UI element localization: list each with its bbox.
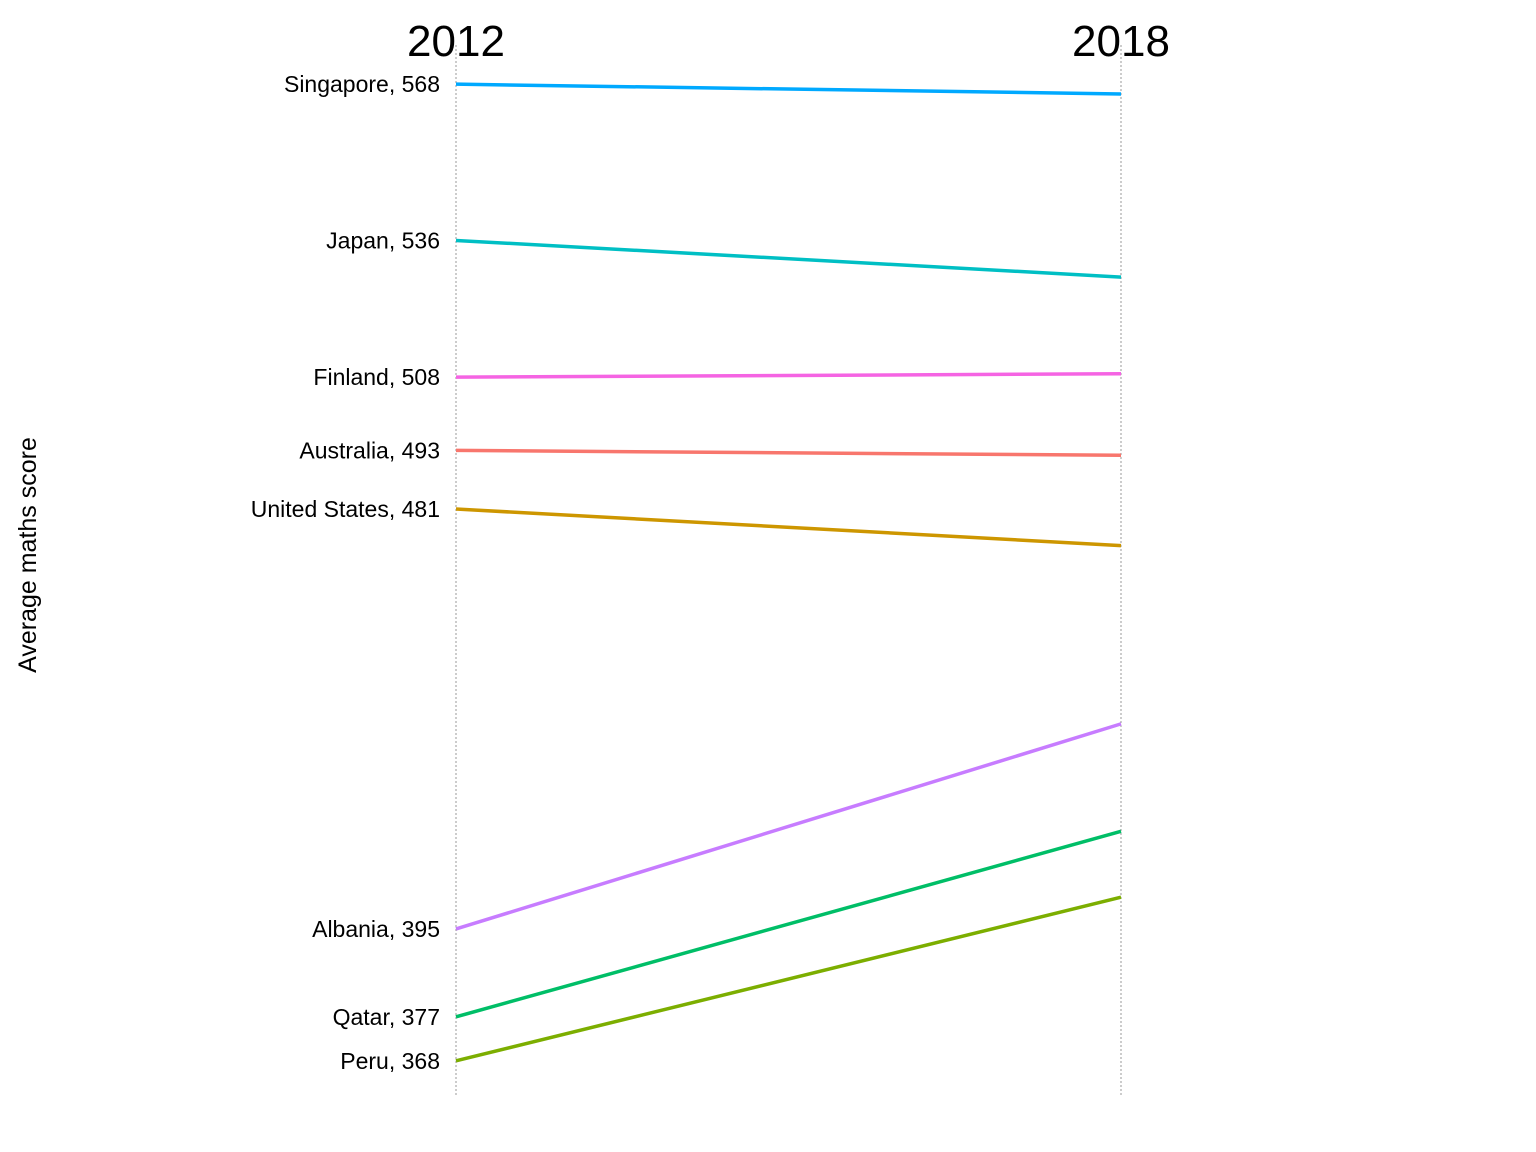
year-labels: 2012 2018 [407, 17, 1170, 66]
series-line-qatar [455, 829, 1122, 1019]
year-label-2012: 2012 [407, 17, 505, 66]
country-label-united-states: United States, 481 [251, 496, 440, 522]
series-line-japan [455, 238, 1122, 279]
country-label-singapore: Singapore, 568 [284, 71, 440, 97]
series-line-united-states [455, 507, 1122, 548]
series-line-peru [455, 895, 1122, 1063]
y-axis-label: Average maths score [14, 437, 42, 673]
country-label-finland: Finland, 508 [313, 364, 440, 390]
country-label-qatar: Qatar, 377 [333, 1004, 440, 1030]
year-label-2018: 2018 [1072, 17, 1170, 66]
country-label-japan: Japan, 536 [326, 227, 440, 253]
country-label-peru: Peru, 368 [340, 1048, 440, 1074]
series-line-singapore [455, 82, 1122, 96]
series-line-australia [455, 448, 1122, 458]
series-line-finland [455, 372, 1122, 379]
series-line-albania [455, 722, 1122, 931]
country-label-albania: Albania, 395 [312, 916, 440, 942]
series-lines [455, 82, 1122, 1063]
country-label-australia: Australia, 493 [299, 437, 440, 463]
country-labels: Singapore, 568 Japan, 536 Finland, 508 Aust… [251, 71, 440, 1074]
year-guides [455, 45, 1122, 1097]
